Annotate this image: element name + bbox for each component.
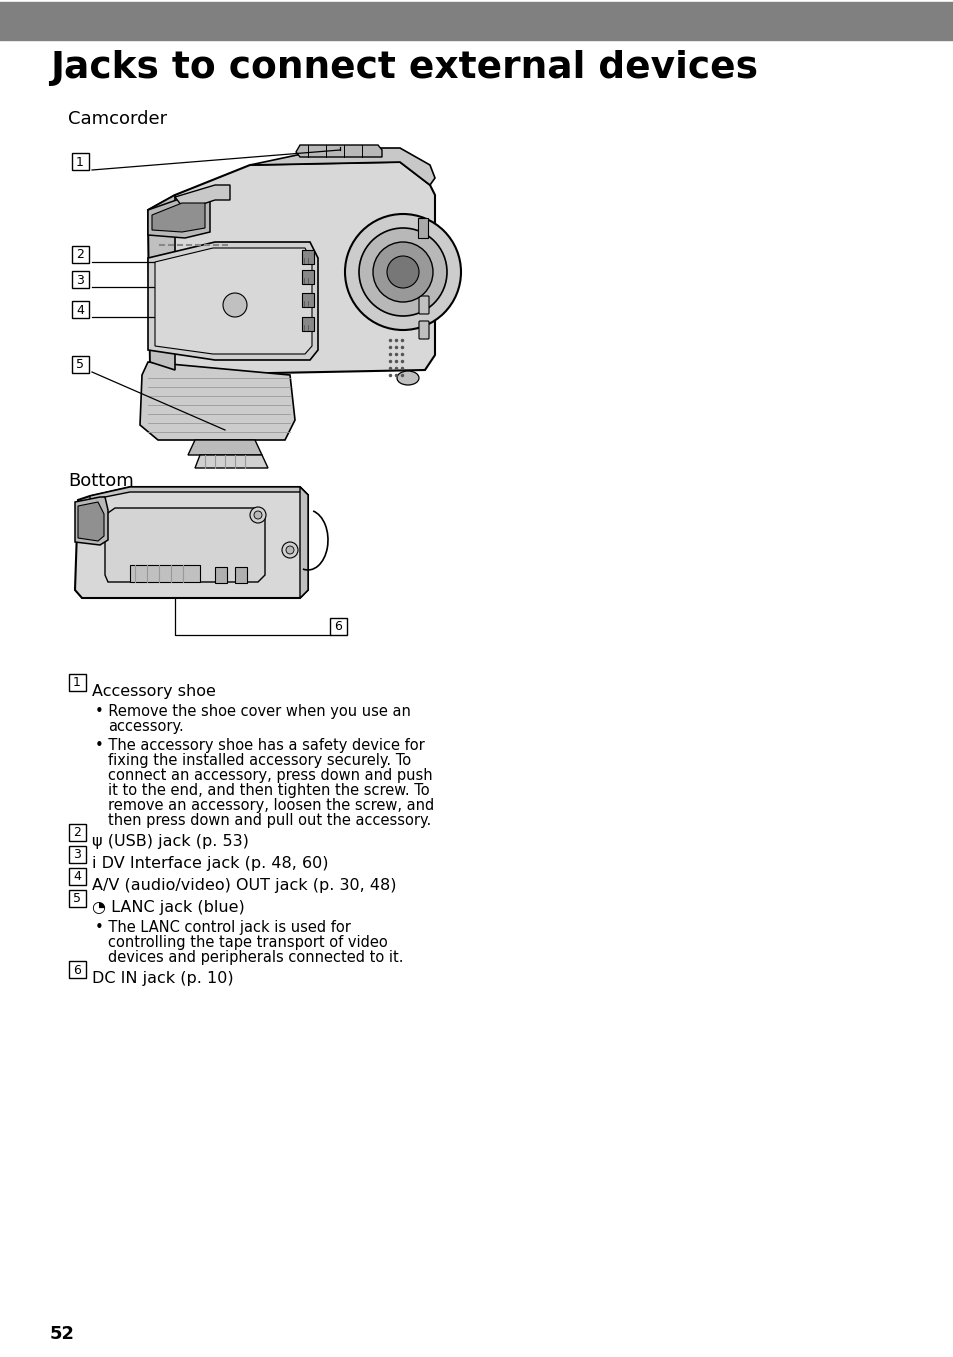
FancyBboxPatch shape [418,296,429,313]
FancyBboxPatch shape [69,845,86,863]
Polygon shape [154,248,312,354]
Text: i DV Interface jack (p. 48, 60): i DV Interface jack (p. 48, 60) [91,856,328,871]
Polygon shape [75,487,308,598]
Polygon shape [299,487,308,598]
Polygon shape [295,145,381,157]
Text: Camcorder: Camcorder [68,110,167,128]
Text: • The accessory shoe has a safety device for: • The accessory shoe has a safety device… [95,738,424,753]
Text: devices and peripherals connected to it.: devices and peripherals connected to it. [108,950,403,965]
FancyBboxPatch shape [302,250,314,265]
FancyBboxPatch shape [69,674,86,691]
Polygon shape [75,497,108,546]
FancyBboxPatch shape [214,567,227,584]
Text: it to the end, and then tighten the screw. To: it to the end, and then tighten the scre… [108,783,429,798]
Text: ◔ LANC jack (blue): ◔ LANC jack (blue) [91,900,245,915]
Polygon shape [105,508,265,582]
FancyBboxPatch shape [330,617,347,635]
Text: 2: 2 [73,826,81,840]
Polygon shape [140,362,294,440]
Text: then press down and pull out the accessory.: then press down and pull out the accesso… [108,813,431,828]
Circle shape [286,546,294,554]
FancyBboxPatch shape [302,270,314,284]
FancyBboxPatch shape [71,246,89,263]
FancyBboxPatch shape [417,218,428,237]
Text: accessory.: accessory. [108,719,184,734]
Text: 6: 6 [334,620,341,634]
Polygon shape [174,185,230,210]
Text: fixing the installed accessory securely. To: fixing the installed accessory securely.… [108,753,411,768]
Circle shape [282,541,297,558]
Polygon shape [90,487,308,499]
Text: 2: 2 [76,248,84,262]
Polygon shape [188,440,262,455]
FancyBboxPatch shape [418,322,429,339]
Text: 5: 5 [73,893,81,905]
FancyBboxPatch shape [71,271,89,288]
FancyBboxPatch shape [234,567,247,584]
Polygon shape [194,455,268,468]
Polygon shape [148,242,317,360]
FancyBboxPatch shape [69,824,86,841]
FancyBboxPatch shape [302,318,314,331]
Text: Jacks to connect external devices: Jacks to connect external devices [50,50,758,85]
Text: 4: 4 [73,870,81,883]
Circle shape [358,228,447,316]
Circle shape [253,512,262,518]
Text: connect an accessory, press down and push: connect an accessory, press down and pus… [108,768,432,783]
Circle shape [223,293,247,318]
Text: DC IN jack (p. 10): DC IN jack (p. 10) [91,972,233,987]
Polygon shape [78,502,104,541]
Text: 4: 4 [76,304,84,316]
Text: 1: 1 [73,677,81,689]
FancyBboxPatch shape [69,890,86,906]
FancyBboxPatch shape [71,356,89,373]
Text: Bottom: Bottom [68,472,133,490]
FancyBboxPatch shape [69,868,86,885]
Text: • Remove the shoe cover when you use an: • Remove the shoe cover when you use an [95,704,411,719]
Polygon shape [130,565,200,582]
Polygon shape [148,161,435,375]
FancyBboxPatch shape [71,153,89,170]
FancyBboxPatch shape [302,293,314,307]
Text: 3: 3 [73,848,81,862]
Text: ψ (USB) jack (p. 53): ψ (USB) jack (p. 53) [91,835,249,849]
Text: 52: 52 [50,1324,75,1343]
Text: 1: 1 [76,156,84,168]
Text: 3: 3 [76,274,84,286]
Text: • The LANC control jack is used for: • The LANC control jack is used for [95,920,351,935]
Circle shape [250,508,266,522]
Ellipse shape [396,370,418,385]
Circle shape [373,242,433,303]
Polygon shape [148,197,210,237]
Text: controlling the tape transport of video: controlling the tape transport of video [108,935,387,950]
Text: A/V (audio/video) OUT jack (p. 30, 48): A/V (audio/video) OUT jack (p. 30, 48) [91,878,396,893]
Text: 5: 5 [76,358,84,372]
FancyBboxPatch shape [71,301,89,318]
Text: Accessory shoe: Accessory shoe [91,684,215,699]
Polygon shape [250,148,435,185]
Circle shape [387,256,418,288]
Polygon shape [148,195,174,370]
Text: remove an accessory, loosen the screw, and: remove an accessory, loosen the screw, a… [108,798,434,813]
FancyBboxPatch shape [69,961,86,978]
Polygon shape [152,204,205,232]
Text: 6: 6 [73,963,81,977]
Circle shape [345,214,460,330]
